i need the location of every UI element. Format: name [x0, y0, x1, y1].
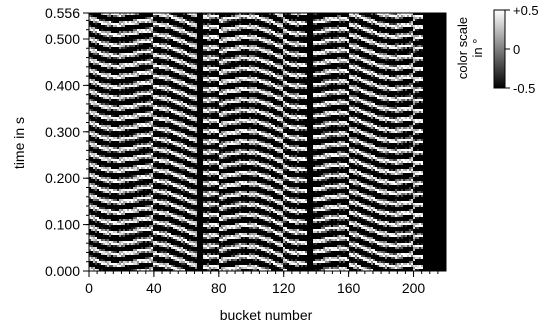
y-tick-label: 0.556	[45, 5, 80, 21]
x-tick-label: 0	[85, 280, 93, 296]
x-axis: 0 40 80 120 160 200	[85, 271, 439, 296]
colorbar-tick-label: 0	[513, 42, 520, 57]
heatmap-cells	[89, 13, 446, 271]
y-axis: 0.000 0.100 0.200 0.300 0.400 0.500 0.556	[45, 5, 89, 279]
colorbar: +0.5 0 -0.5	[493, 3, 539, 96]
colorbar-title-line1: color scale	[455, 17, 470, 79]
y-axis-label: time in s	[11, 117, 27, 169]
x-tick-label: 120	[272, 280, 296, 296]
x-axis-label: bucket number	[220, 307, 313, 323]
x-tick-label: 160	[337, 280, 361, 296]
colorbar-tick-label: +0.5	[513, 3, 539, 18]
colorbar-gradient	[493, 9, 506, 89]
y-tick-label: 0.500	[45, 31, 80, 47]
y-tick-label: 0.400	[45, 77, 80, 93]
y-tick-label: 0.100	[45, 217, 80, 233]
x-tick-label: 40	[146, 280, 162, 296]
colorbar-title-line2: in °	[470, 39, 485, 58]
y-tick-label: 0.000	[45, 263, 80, 279]
colorbar-tick-label: -0.5	[513, 81, 535, 96]
x-tick-label: 200	[402, 280, 426, 296]
y-tick-label: 0.200	[45, 170, 80, 186]
x-tick-label: 80	[211, 280, 227, 296]
y-tick-label: 0.300	[45, 124, 80, 140]
